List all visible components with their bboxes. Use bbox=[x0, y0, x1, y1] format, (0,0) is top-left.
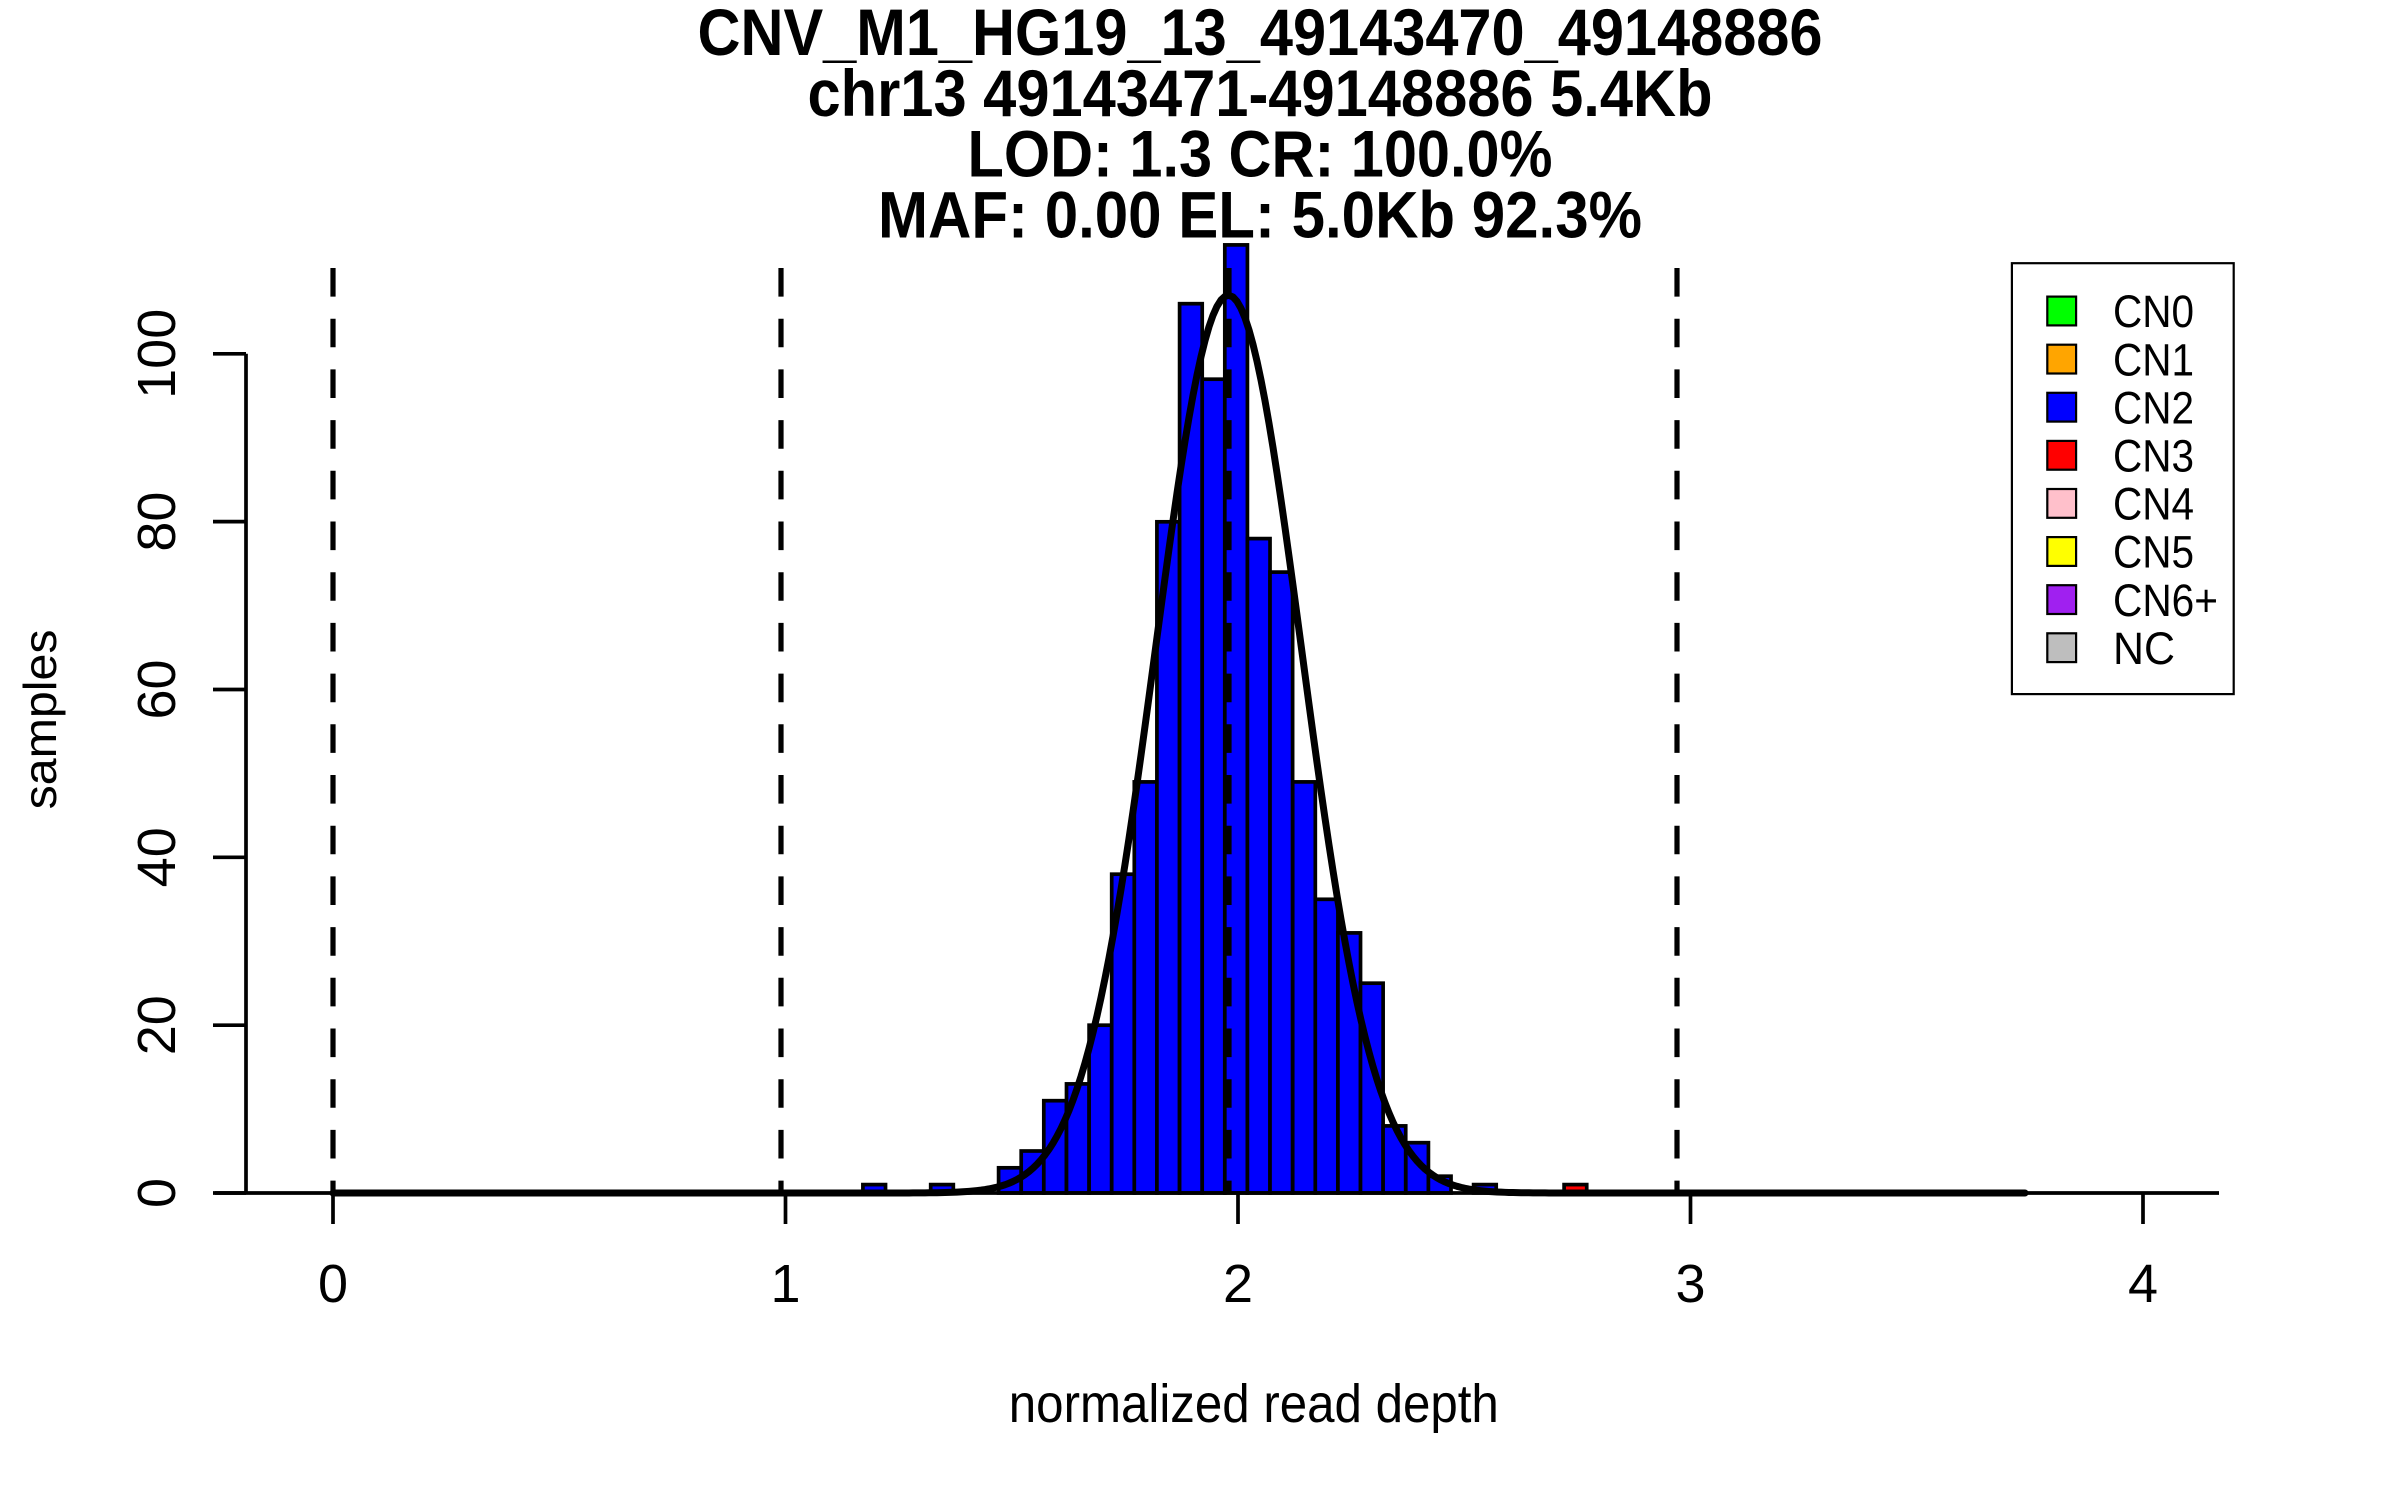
svg-text:100: 100 bbox=[127, 309, 187, 399]
svg-text:1: 1 bbox=[770, 1254, 800, 1314]
svg-text:CNV_M1_HG19_13_49143470_491488: CNV_M1_HG19_13_49143470_49148886 bbox=[698, 0, 1823, 69]
svg-text:CN1: CN1 bbox=[2113, 334, 2194, 385]
svg-text:CN2: CN2 bbox=[2113, 382, 2194, 433]
svg-text:80: 80 bbox=[127, 492, 187, 552]
svg-text:CN4: CN4 bbox=[2113, 479, 2194, 530]
svg-text:0: 0 bbox=[318, 1254, 348, 1314]
svg-text:CN5: CN5 bbox=[2113, 527, 2194, 578]
svg-text:20: 20 bbox=[127, 995, 187, 1055]
svg-text:4: 4 bbox=[2128, 1254, 2158, 1314]
svg-text:2: 2 bbox=[1223, 1254, 1253, 1314]
svg-text:3: 3 bbox=[1675, 1254, 1705, 1314]
svg-text:CN6+: CN6+ bbox=[2113, 575, 2218, 626]
svg-text:NC: NC bbox=[2113, 623, 2175, 674]
svg-text:MAF: 0.00 EL: 5.0Kb 92.3%: MAF: 0.00 EL: 5.0Kb 92.3% bbox=[878, 177, 1642, 251]
svg-text:60: 60 bbox=[127, 659, 187, 719]
svg-text:samples: samples bbox=[14, 629, 66, 809]
svg-text:40: 40 bbox=[127, 827, 187, 887]
svg-text:chr13 49143471-49148886 5.4Kb: chr13 49143471-49148886 5.4Kb bbox=[808, 56, 1713, 130]
svg-text:0: 0 bbox=[127, 1178, 187, 1208]
svg-text:CN0: CN0 bbox=[2113, 286, 2194, 337]
svg-text:LOD: 1.3 CR: 100.0%: LOD: 1.3 CR: 100.0% bbox=[968, 117, 1553, 191]
svg-text:CN3: CN3 bbox=[2113, 431, 2194, 482]
svg-text:normalized read depth: normalized read depth bbox=[1009, 1374, 1499, 1434]
